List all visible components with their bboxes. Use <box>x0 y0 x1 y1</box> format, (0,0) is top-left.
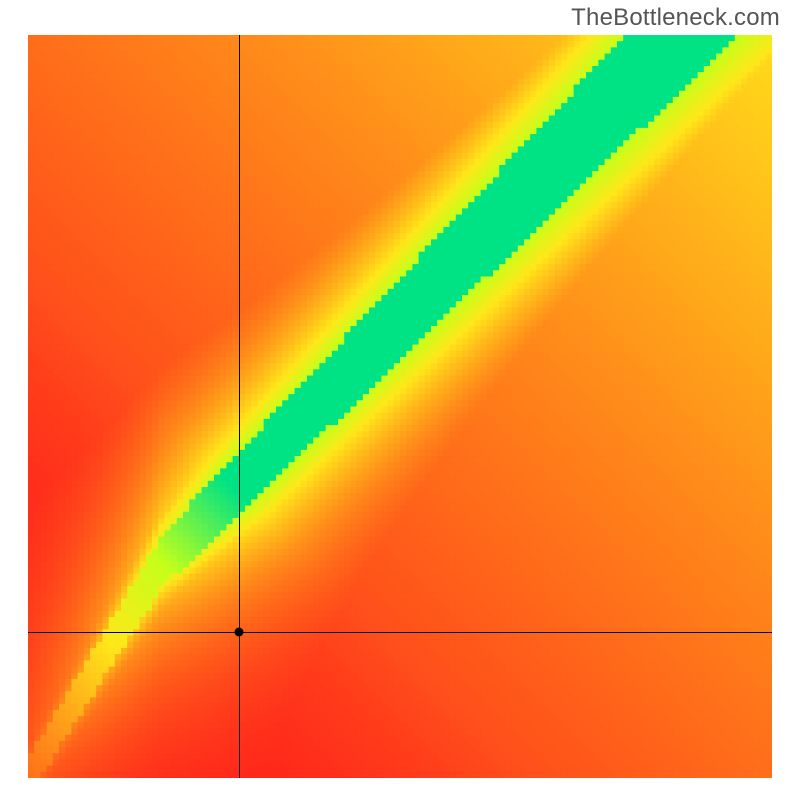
crosshair-vertical <box>239 35 240 778</box>
watermark-text: TheBottleneck.com <box>571 4 780 32</box>
crosshair-horizontal <box>28 632 772 633</box>
heatmap-canvas <box>28 35 772 778</box>
chart-container: TheBottleneck.com <box>0 0 800 800</box>
plot-area <box>28 35 772 778</box>
marker-dot <box>234 628 243 637</box>
